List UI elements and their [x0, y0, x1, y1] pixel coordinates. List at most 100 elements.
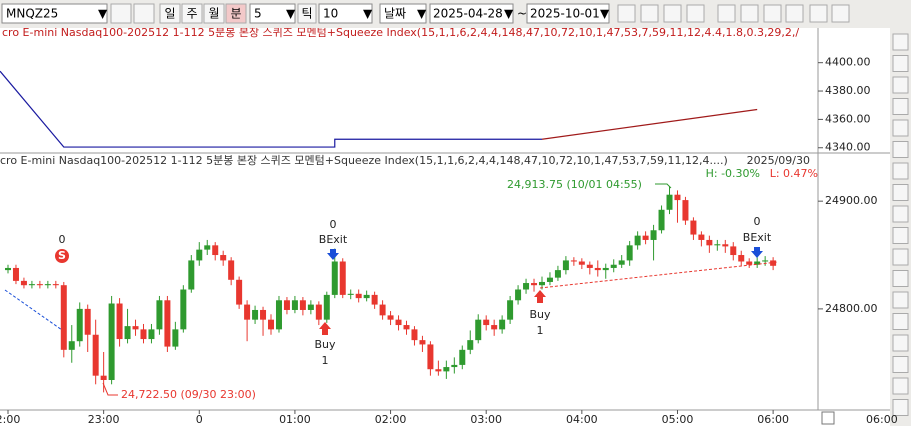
- side-icon[interactable]: [892, 141, 909, 158]
- tick-button[interactable]: [297, 3, 317, 24]
- x-tick-label: 01:00: [279, 413, 311, 426]
- corner-time: 06:00: [866, 413, 898, 426]
- period-button[interactable]: [203, 3, 225, 24]
- candle-body: [586, 264, 593, 268]
- side-icon[interactable]: [892, 334, 909, 352]
- exit-arrow: [751, 247, 763, 258]
- candle-body: [714, 244, 721, 246]
- date-from: 2025-04-28: [433, 7, 503, 21]
- candle-body: [339, 261, 346, 295]
- candle-body: [411, 329, 418, 341]
- side-icon[interactable]: [892, 98, 909, 115]
- side-icon[interactable]: [892, 55, 909, 72]
- candle-body: [228, 260, 235, 280]
- tool-icon[interactable]: [763, 4, 782, 23]
- candle-body: [132, 326, 139, 330]
- tool-icon[interactable]: [617, 4, 636, 23]
- tool-icon[interactable]: [831, 4, 850, 23]
- candle-body: [36, 284, 43, 286]
- side-icon[interactable]: [892, 33, 909, 51]
- indicator-line: [0, 70, 542, 148]
- candle-body: [252, 309, 259, 320]
- candle-body: [20, 280, 27, 286]
- signal-count: 0: [754, 215, 761, 228]
- tick-value: 10: [323, 7, 338, 21]
- candle-body: [108, 303, 115, 380]
- candle-body: [562, 260, 569, 271]
- tick-combo[interactable]: [318, 3, 373, 24]
- low-pct: L: 0.47%: [770, 167, 818, 180]
- upper-panel-title: cro E-mini Nasdaq100-202512 1-112 5분봉 본장…: [2, 26, 799, 39]
- tool-icon[interactable]: [640, 4, 659, 23]
- candle-body: [666, 194, 673, 210]
- side-icon[interactable]: [892, 119, 909, 137]
- side-icon[interactable]: [892, 184, 909, 201]
- candle-body: [738, 255, 745, 262]
- candle-body: [283, 300, 290, 310]
- low-label: 24,722.50 (09/30 23:00): [121, 388, 256, 401]
- side-icon[interactable]: [892, 356, 909, 373]
- period-button[interactable]: [159, 3, 181, 24]
- zoom-button[interactable]: [821, 411, 835, 425]
- candle-body: [618, 260, 625, 265]
- candle-body: [180, 289, 187, 330]
- x-tick-label: 06:00: [757, 413, 789, 426]
- candle-body: [610, 264, 617, 268]
- tool-icon[interactable]: [740, 4, 759, 23]
- search-button[interactable]: [110, 3, 132, 24]
- candle-body: [395, 319, 402, 326]
- date-mode-combo[interactable]: [379, 3, 427, 24]
- candle-body: [156, 300, 163, 330]
- tool-icon[interactable]: [686, 4, 705, 23]
- buy-arrow: [319, 322, 331, 335]
- candle-body: [570, 260, 577, 262]
- candle-body: [379, 304, 386, 316]
- exit-label: BExit: [319, 233, 348, 246]
- candle-body: [212, 245, 219, 256]
- candle-body: [148, 329, 155, 340]
- candle-body: [634, 235, 641, 246]
- side-icon[interactable]: [892, 313, 909, 330]
- candle-body: [491, 325, 498, 330]
- signal-count: 0: [330, 218, 337, 231]
- symbol-combo[interactable]: [1, 3, 108, 24]
- buy-label: Buy: [314, 338, 336, 351]
- trend-line: [4, 289, 63, 331]
- side-icon[interactable]: [892, 227, 909, 244]
- y-tick-label: 4380.00: [825, 84, 871, 97]
- dropdown-arrow: ▼: [98, 7, 108, 21]
- date-to-field[interactable]: [526, 3, 610, 24]
- side-icon[interactable]: [892, 162, 909, 180]
- side-icon[interactable]: [892, 377, 909, 395]
- candle-body: [746, 261, 753, 265]
- date-from-field[interactable]: [429, 3, 514, 24]
- tool-icon[interactable]: [663, 4, 682, 23]
- tool-icon[interactable]: [809, 4, 828, 23]
- clear-button[interactable]: [133, 3, 155, 24]
- minutes-combo[interactable]: [249, 3, 296, 24]
- side-icon[interactable]: [892, 291, 909, 309]
- dropdown-arrow: ▼: [504, 7, 514, 21]
- candle-body: [706, 239, 713, 246]
- candle-body: [28, 284, 35, 286]
- period-button-active[interactable]: [225, 3, 247, 24]
- candle-body: [762, 260, 769, 262]
- candle-body: [770, 260, 777, 266]
- side-icon[interactable]: [892, 399, 909, 416]
- side-icon[interactable]: [892, 205, 909, 223]
- candle-body: [5, 267, 11, 271]
- tool-icon[interactable]: [717, 4, 736, 23]
- y-tick-label: 4400.00: [825, 56, 871, 69]
- side-icon[interactable]: [892, 76, 909, 94]
- tool-icon[interactable]: [785, 4, 804, 23]
- candle-body: [499, 319, 506, 330]
- side-icon[interactable]: [892, 270, 909, 287]
- lower-panel-title: cro E-mini Nasdaq100-202512 1-112 5분봉 본장…: [0, 154, 728, 167]
- dropdown-arrow: ▼: [600, 7, 610, 21]
- panel-date: 2025/09/30: [747, 154, 810, 167]
- candle-body: [315, 304, 322, 320]
- candle-body: [44, 284, 51, 286]
- period-button[interactable]: [181, 3, 203, 24]
- side-icon[interactable]: [892, 248, 909, 266]
